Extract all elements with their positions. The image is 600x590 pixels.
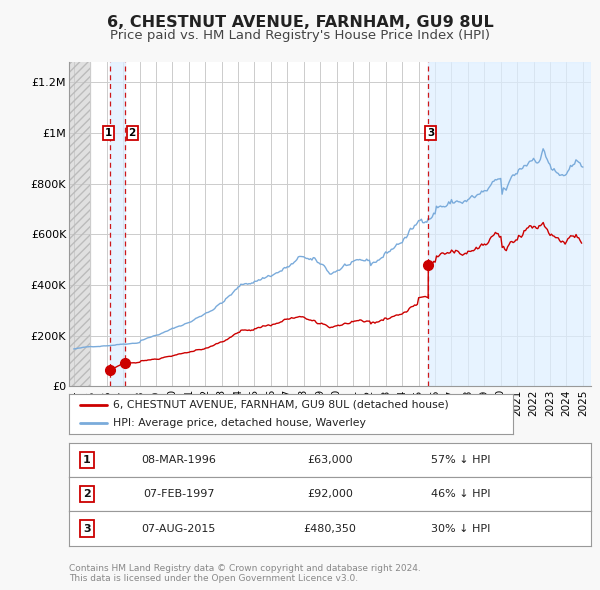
Text: Price paid vs. HM Land Registry's House Price Index (HPI): Price paid vs. HM Land Registry's House … <box>110 30 490 42</box>
Text: £480,350: £480,350 <box>304 523 356 533</box>
Text: 2: 2 <box>83 489 91 499</box>
Bar <box>69 62 91 386</box>
Text: Contains HM Land Registry data © Crown copyright and database right 2024.
This d: Contains HM Land Registry data © Crown c… <box>69 563 421 583</box>
Text: 6, CHESTNUT AVENUE, FARNHAM, GU9 8UL: 6, CHESTNUT AVENUE, FARNHAM, GU9 8UL <box>107 15 493 30</box>
Text: 57% ↓ HPI: 57% ↓ HPI <box>431 455 490 465</box>
Text: 1: 1 <box>83 455 91 465</box>
Text: £92,000: £92,000 <box>307 489 353 499</box>
Bar <box>110 62 125 386</box>
Bar <box>428 62 591 386</box>
Text: 08-MAR-1996: 08-MAR-1996 <box>141 455 216 465</box>
Bar <box>69 62 91 386</box>
Text: 2: 2 <box>128 128 136 138</box>
Text: 07-FEB-1997: 07-FEB-1997 <box>143 489 214 499</box>
Text: £63,000: £63,000 <box>307 455 353 465</box>
Text: 30% ↓ HPI: 30% ↓ HPI <box>431 523 490 533</box>
Text: 07-AUG-2015: 07-AUG-2015 <box>142 523 216 533</box>
Text: 3: 3 <box>83 523 91 533</box>
Text: HPI: Average price, detached house, Waverley: HPI: Average price, detached house, Wave… <box>113 418 365 428</box>
Text: 6, CHESTNUT AVENUE, FARNHAM, GU9 8UL (detached house): 6, CHESTNUT AVENUE, FARNHAM, GU9 8UL (de… <box>113 400 448 410</box>
Text: 1: 1 <box>105 128 113 138</box>
Text: 46% ↓ HPI: 46% ↓ HPI <box>431 489 490 499</box>
Text: 3: 3 <box>427 128 434 138</box>
